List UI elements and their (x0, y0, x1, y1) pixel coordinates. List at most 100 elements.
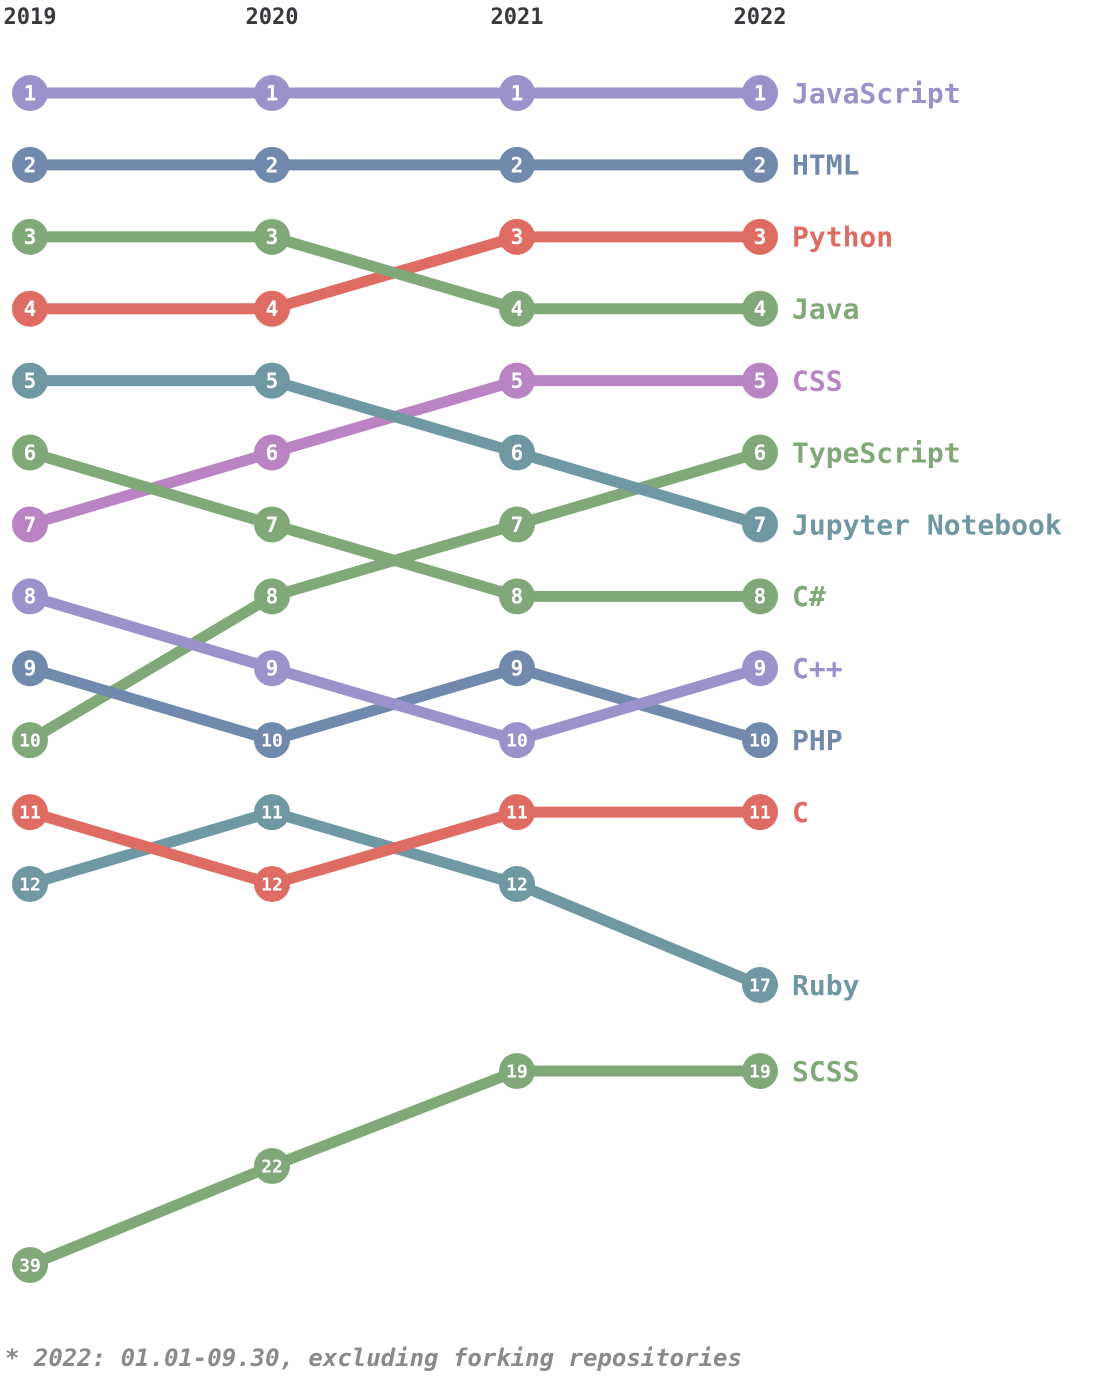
rank-number-ruby-2019: 12 (19, 874, 41, 895)
rank-number-java-2021: 4 (511, 297, 524, 321)
rank-node-python-2022 (742, 218, 778, 255)
rank-node-css-2021 (499, 362, 535, 399)
rank-node-jupyter-notebook-2022 (742, 506, 778, 543)
rank-node-c-2020 (254, 865, 290, 902)
rank-node-jupyter-notebook-2021 (499, 434, 535, 471)
rank-number-scss-2019: 39 (19, 1255, 41, 1276)
rank-node-typescript-2022 (742, 434, 778, 471)
series-csharp: 6 7 8 8 C# (12, 434, 826, 615)
series-line-jupyter-notebook (30, 375, 762, 530)
rank-node-cpp-2020 (254, 650, 290, 687)
rank-number-html-2022: 2 (754, 153, 767, 177)
rank-node-html-2021 (499, 146, 535, 183)
rank-node-csharp-2020 (254, 506, 290, 543)
rank-number-scss-2020: 22 (261, 1156, 283, 1177)
rank-node-php-2022 (742, 722, 778, 759)
rank-number-css-2022: 5 (754, 369, 767, 393)
rank-number-jupyter-notebook-2021: 6 (511, 441, 524, 465)
rank-node-jupyter-notebook-2019 (12, 362, 48, 399)
rank-number-typescript-2021: 7 (511, 513, 524, 537)
rank-node-scss-2019 (12, 1247, 48, 1283)
rank-number-php-2020: 10 (261, 730, 283, 751)
series-label-php: PHP (792, 724, 843, 757)
rank-number-css-2020: 6 (266, 441, 279, 465)
rank-number-scss-2021: 19 (506, 1061, 528, 1082)
rank-node-java-2021 (499, 290, 535, 327)
rank-node-c-2021 (499, 794, 535, 831)
year-label-2020: 2020 (245, 5, 299, 30)
rank-number-typescript-2020: 8 (266, 585, 279, 609)
rank-number-html-2019: 2 (24, 153, 37, 177)
series-label-html: HTML (792, 149, 859, 182)
series-html: 2 2 2 2 HTML (12, 146, 859, 183)
rank-number-java-2020: 3 (266, 225, 279, 249)
rank-node-typescript-2021 (499, 506, 535, 543)
rank-number-cpp-2019: 8 (24, 585, 37, 609)
rank-node-javascript-2022 (742, 75, 778, 111)
rank-node-java-2022 (742, 290, 778, 327)
rank-node-c-2022 (742, 794, 778, 831)
rank-node-css-2020 (254, 434, 290, 471)
rank-number-javascript-2020: 1 (266, 81, 279, 105)
rank-number-python-2020: 4 (266, 297, 279, 321)
rank-number-typescript-2022: 6 (754, 441, 767, 465)
rank-number-html-2021: 2 (511, 153, 524, 177)
rank-node-ruby-2019 (12, 865, 48, 902)
rank-number-javascript-2019: 1 (24, 81, 37, 105)
rank-node-javascript-2020 (254, 75, 290, 111)
rank-node-php-2020 (254, 722, 290, 759)
rank-node-php-2021 (499, 650, 535, 687)
series-label-typescript: TypeScript (792, 436, 961, 469)
series-cpp: 8 9 10 9 C++ (12, 578, 843, 759)
rank-number-python-2019: 4 (24, 297, 37, 321)
series-label-javascript: JavaScript (792, 77, 961, 110)
rank-number-c-2022: 11 (749, 802, 771, 823)
series-jupyter-notebook: 5 5 6 7 Jupyter Notebook (12, 362, 1062, 543)
series-ruby: 12 11 12 17 Ruby (12, 794, 860, 1003)
rank-node-html-2020 (254, 146, 290, 183)
series-label-csharp: C# (792, 580, 826, 613)
rank-number-php-2021: 9 (511, 657, 524, 681)
series-label-python: Python (792, 221, 893, 254)
rank-number-cpp-2022: 9 (754, 657, 767, 681)
rank-number-javascript-2022: 1 (754, 81, 767, 105)
rank-number-c-2019: 11 (19, 802, 41, 823)
year-label-2021: 2021 (490, 5, 544, 30)
series-label-ruby: Ruby (792, 969, 860, 1002)
footnote: * 2022: 01.01-09.30, excluding forking r… (5, 1344, 742, 1372)
rank-node-ruby-2022 (742, 967, 778, 1003)
rank-node-scss-2022 (742, 1053, 778, 1089)
rank-node-csharp-2021 (499, 578, 535, 615)
series-line-c (28, 806, 760, 890)
rank-node-cpp-2019 (12, 578, 48, 615)
rank-number-cpp-2021: 10 (506, 730, 528, 751)
rank-number-html-2020: 2 (266, 153, 279, 177)
rank-node-csharp-2019 (12, 434, 48, 471)
rank-node-java-2020 (254, 218, 290, 255)
rank-node-html-2019 (12, 146, 48, 183)
series-label-cpp: C++ (792, 652, 843, 685)
rank-number-jupyter-notebook-2020: 5 (266, 369, 279, 393)
rank-node-csharp-2022 (742, 578, 778, 615)
rank-number-jupyter-notebook-2022: 7 (754, 513, 767, 537)
rank-number-c-2020: 12 (261, 874, 283, 895)
rank-number-cpp-2020: 9 (266, 657, 279, 681)
rank-node-php-2019 (12, 650, 48, 687)
rank-number-php-2019: 9 (24, 657, 37, 681)
series-label-jupyter-notebook: Jupyter Notebook (792, 508, 1062, 541)
series-scss: 39 22 19 19 SCSS (12, 1053, 859, 1283)
rank-node-ruby-2020 (254, 794, 290, 831)
rank-number-csharp-2022: 8 (754, 585, 767, 609)
rank-node-javascript-2019 (12, 75, 48, 111)
rank-node-python-2021 (499, 218, 535, 255)
rank-number-c-2021: 11 (506, 802, 528, 823)
rank-node-typescript-2019 (12, 722, 48, 759)
series-line-java (30, 231, 760, 315)
rank-number-csharp-2021: 8 (511, 585, 524, 609)
series-c: 11 12 11 11 C (12, 794, 809, 902)
series-java: 3 3 4 4 Java (12, 218, 859, 327)
rank-number-ruby-2022: 17 (749, 975, 771, 996)
year-label-2022: 2022 (733, 5, 787, 30)
